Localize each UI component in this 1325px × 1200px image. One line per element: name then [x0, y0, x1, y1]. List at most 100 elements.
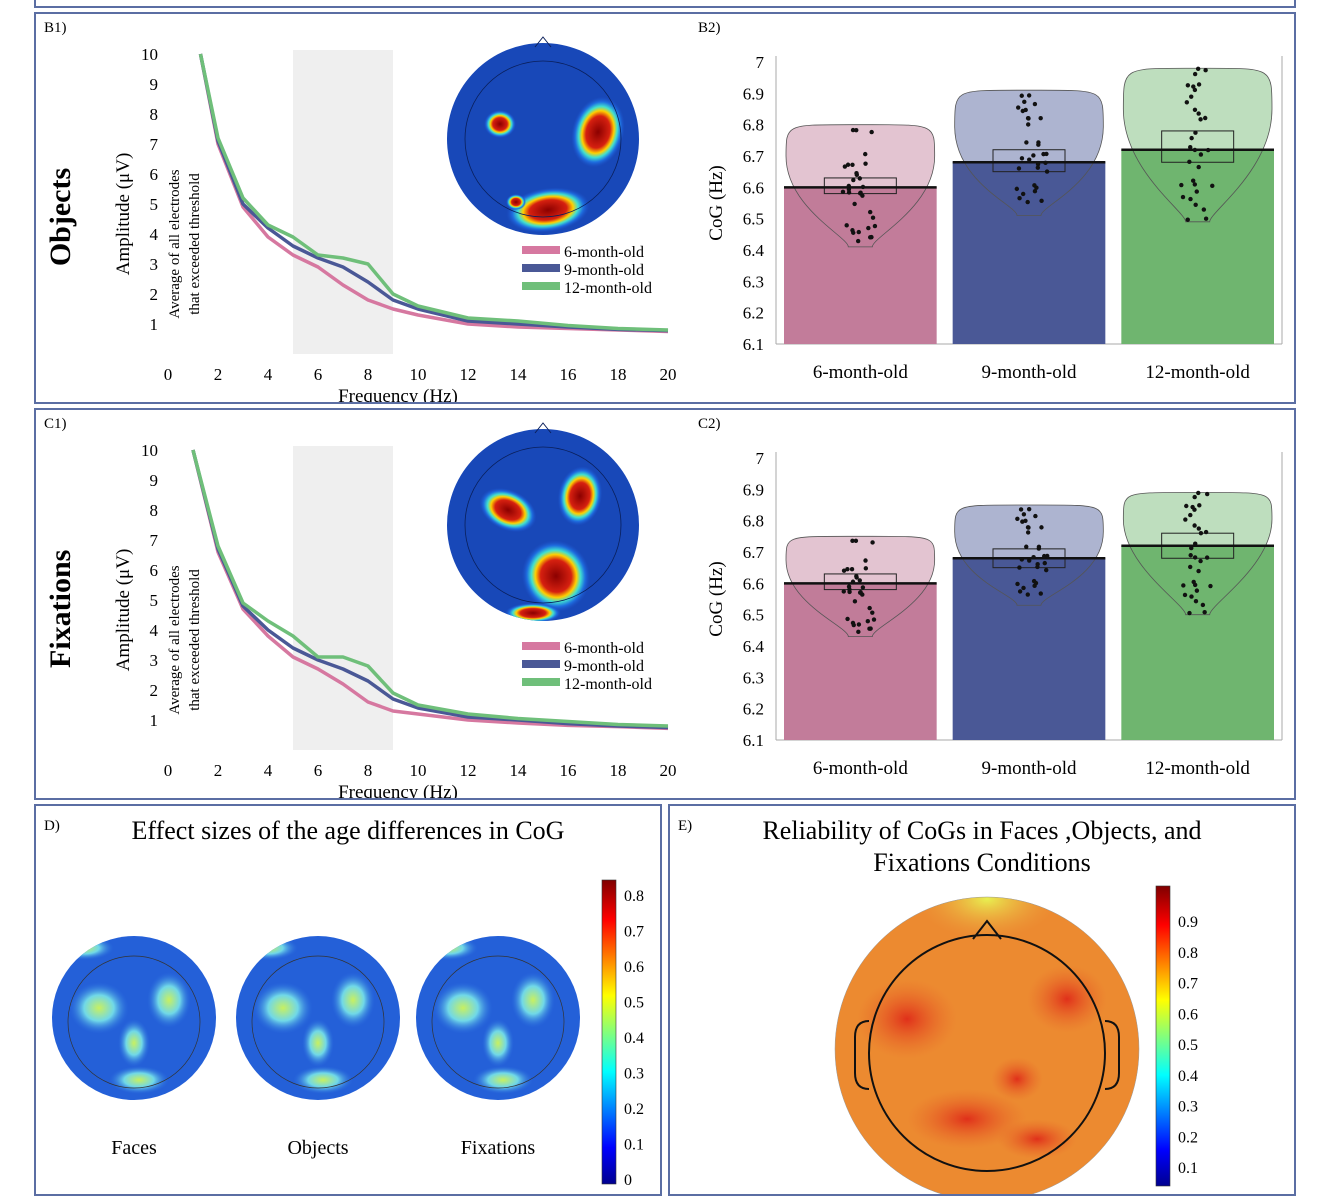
topomap-blob — [302, 1019, 334, 1067]
y-tick-label: 4 — [150, 621, 159, 640]
data-point — [1195, 66, 1201, 72]
data-point — [857, 578, 862, 583]
data-point — [866, 225, 871, 231]
data-point — [1197, 503, 1202, 508]
x-tick-label: 9-month-old — [982, 758, 1077, 779]
legend-swatch — [522, 264, 560, 272]
data-point — [1032, 183, 1037, 188]
violin — [1122, 492, 1273, 616]
data-point — [1189, 594, 1194, 599]
data-point — [860, 585, 866, 590]
head-outline — [431, 955, 565, 1089]
topomap-blob — [506, 187, 590, 233]
topomap-blob — [506, 194, 526, 210]
chart-b2: 6.1 6.2 6.3 6.4 6.5 6.6 6.7 6.8 6.9 7 CoG (Hz) 6-mo… — [706, 53, 1283, 383]
head-edge — [834, 896, 1140, 1194]
panel-e-label: E) — [678, 818, 693, 834]
data-point — [850, 579, 856, 584]
data-point — [849, 567, 855, 572]
data-point — [1044, 151, 1049, 157]
legend-swatch — [522, 660, 560, 668]
y-tick-label: 6 — [150, 165, 159, 184]
x-tick-label: 4 — [264, 761, 273, 780]
data-point — [1194, 189, 1199, 194]
panel-e-title-line1: Reliability of CoGs in Faces ,Objects, a… — [762, 816, 1202, 845]
data-point — [1036, 142, 1041, 147]
topomap-blob — [473, 1066, 533, 1094]
colorbar-tick: 0.3 — [1178, 1099, 1198, 1116]
y-tick-label: 7 — [150, 135, 159, 154]
topomap-blob — [521, 540, 591, 612]
data-point — [850, 620, 856, 626]
data-point — [867, 605, 872, 611]
head-label: Objects — [287, 1137, 348, 1159]
data-point — [846, 183, 852, 189]
bar — [952, 162, 1106, 344]
y-axis-sublabel-2: that exceeded threshold — [187, 569, 203, 711]
legend-swatch — [522, 282, 560, 290]
data-point — [1026, 93, 1032, 98]
legend-label: 12-month-old — [564, 676, 652, 693]
colorbar-tick: 0.8 — [1178, 945, 1198, 962]
data-point — [1183, 517, 1188, 522]
ci-box — [1161, 130, 1235, 163]
nose-mark — [534, 36, 552, 48]
data-point — [1192, 507, 1197, 512]
colorbar-tick: 0.5 — [1178, 1037, 1198, 1054]
data-point — [1045, 553, 1050, 559]
data-point — [853, 538, 859, 544]
series-line — [198, 53, 669, 333]
panel-d-label: D) — [44, 818, 60, 834]
data-point — [1025, 592, 1030, 597]
data-point — [1188, 196, 1193, 202]
violin — [1122, 67, 1273, 223]
y-tick-label: 9 — [150, 75, 159, 94]
x-tick-label: 16 — [560, 761, 577, 780]
y-tick-label: 5 — [150, 195, 159, 214]
data-point — [1039, 198, 1044, 204]
x-tick-label: 12-month-old — [1145, 758, 1250, 779]
colorbar-tick: 0.8 — [624, 888, 644, 905]
x-tick-label: 14 — [510, 365, 528, 384]
nose-mark — [534, 422, 552, 434]
data-point — [1210, 183, 1215, 189]
panel-c2-label: C2) — [698, 416, 721, 432]
data-point — [1031, 554, 1036, 560]
data-point — [851, 177, 856, 183]
y-tick-label: 10 — [141, 441, 158, 460]
data-point — [1025, 530, 1031, 535]
data-point — [1019, 156, 1025, 161]
panel-b1-label: B1) — [44, 20, 67, 36]
y-tick-label: 6.8 — [743, 512, 764, 531]
colorbar-tick: 0 — [624, 1172, 632, 1189]
data-point — [1188, 564, 1193, 570]
data-point — [1204, 555, 1210, 560]
right-ear — [1104, 1020, 1120, 1090]
shaded-band — [293, 50, 393, 354]
y-tick-label: 6.3 — [743, 668, 764, 687]
topomap-blob — [917, 897, 1057, 939]
colorbar-tick: 0.5 — [624, 995, 644, 1012]
topomap-blob — [997, 1119, 1077, 1159]
data-point — [1021, 585, 1026, 591]
data-point — [1020, 191, 1026, 197]
data-point — [841, 568, 847, 573]
data-point — [855, 238, 861, 244]
colorbar-tick: 0.6 — [624, 959, 644, 976]
chart-c2: 6.1 6.2 6.3 6.4 6.5 6.6 6.7 6.8 6.9 7 CoG (Hz) 6-mo… — [706, 449, 1283, 779]
top-strip-panel — [34, 0, 1296, 8]
y-tick-label: 6.9 — [743, 480, 764, 499]
head-label: Fixations — [461, 1137, 536, 1159]
y-tick-label: 6.1 — [743, 731, 764, 750]
x-tick-label: 8 — [364, 761, 373, 780]
data-point — [1036, 546, 1042, 551]
x-tick-label: 20 — [660, 761, 677, 780]
data-point — [872, 223, 878, 229]
data-point — [1038, 591, 1043, 596]
data-point — [1025, 199, 1030, 205]
data-point — [1193, 541, 1198, 546]
data-point — [1026, 506, 1032, 512]
data-point — [1198, 558, 1203, 564]
data-point — [860, 184, 866, 190]
violin — [785, 124, 936, 248]
